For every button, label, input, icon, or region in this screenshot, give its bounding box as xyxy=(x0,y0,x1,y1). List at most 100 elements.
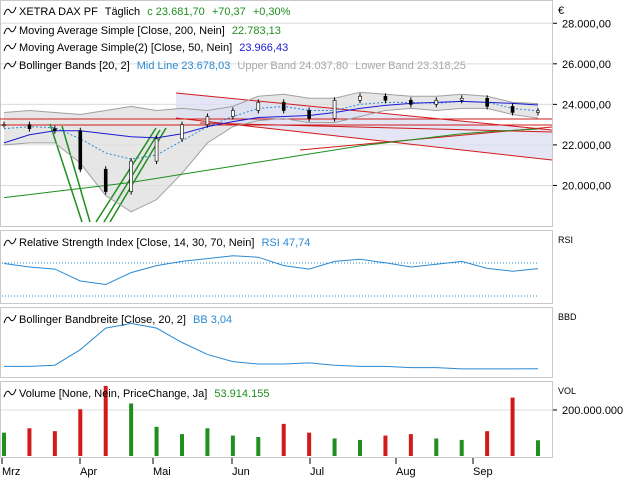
trend-line xyxy=(199,122,553,133)
volume-legend: Volume [None, Nein, PriceChange, Ja] 53.… xyxy=(19,388,269,400)
ma200-line xyxy=(3,128,539,199)
trend-channel xyxy=(176,93,552,160)
volume-bar xyxy=(205,428,210,456)
volume-axis-label: VOL xyxy=(558,386,576,396)
bbw-value: BB 3,04 xyxy=(193,314,232,326)
candle-body xyxy=(180,124,184,140)
volume-bar xyxy=(154,426,159,456)
legend-marker-icon xyxy=(3,42,17,52)
bbw-line xyxy=(4,322,539,370)
volume-bar xyxy=(459,439,464,456)
bbw-label: Bollinger Bandbreite [Close, 20, 2] xyxy=(19,314,186,326)
candle-body xyxy=(2,124,6,126)
fan-line xyxy=(49,123,83,223)
bb-label: Bollinger Bands [20, 2] xyxy=(19,60,130,72)
price-y-axis: 28.000,00 26.000,00 24.000,00 22.000,00 20.0… xyxy=(553,18,611,192)
month-label: Aug xyxy=(396,466,416,478)
bollinger-band-area xyxy=(4,92,538,212)
volume-label: Volume [None, Nein, PriceChange, Ja] xyxy=(19,388,207,400)
legend-marker-icon xyxy=(3,25,17,35)
bbw-axis-label: BBD xyxy=(558,312,577,322)
price-y-tick-label: 24.000,00 xyxy=(562,99,611,111)
x-axis: Mrz Apr Mai Jun Jul Aug Sep xyxy=(1,458,493,478)
candle-body xyxy=(434,100,439,105)
volume-bar xyxy=(52,431,57,456)
candle-body xyxy=(129,160,133,192)
upper-band-line xyxy=(3,91,539,116)
volume-bars xyxy=(2,385,540,456)
volume-bar xyxy=(383,435,388,456)
index-title: XETRA DAX PF xyxy=(19,6,98,18)
volume-bar xyxy=(256,437,261,456)
volume-bar xyxy=(358,439,362,456)
month-label: Mrz xyxy=(2,466,20,478)
candle-body xyxy=(409,100,413,105)
price-pane-frame xyxy=(0,0,553,227)
volume-bar xyxy=(408,434,413,456)
currency-symbol: € xyxy=(558,5,564,17)
change-pct: +0,30% xyxy=(253,6,291,18)
candle-body xyxy=(358,95,362,101)
volume-bar xyxy=(129,403,134,456)
candle-body xyxy=(205,116,210,125)
volume-bar xyxy=(485,431,490,456)
candle-body xyxy=(383,95,388,101)
volume-bar xyxy=(27,428,32,456)
price-pane: 28.000,00 26.000,00 24.000,00 22.000,00 20.0… xyxy=(0,5,611,223)
bb-lower-value: Lower Band 23.318,25 xyxy=(355,60,466,72)
pane-frames xyxy=(0,0,553,458)
rsi-pane-frame xyxy=(0,230,553,304)
volume-bar xyxy=(180,434,184,456)
rsi-axis-label: RSI xyxy=(558,235,573,245)
bbw-legend: Bollinger Bandbreite [Close, 20, 2] BB 3… xyxy=(19,314,232,326)
candle-body xyxy=(281,102,286,111)
legend-marker-icon xyxy=(3,6,17,16)
trend-line xyxy=(175,92,553,131)
price-y-tick-label: 22.000,00 xyxy=(562,140,611,152)
bb-upper-value: Upper Band 24.037,80 xyxy=(237,60,348,72)
period-label: Täglich xyxy=(105,6,140,18)
fan-line xyxy=(61,125,91,223)
rsi-value: RSI 47,74 xyxy=(261,237,310,249)
candle-body xyxy=(485,97,489,107)
volume-pane: Volume [None, Nein, PriceChange, Ja] 53.… xyxy=(1,385,623,456)
last-value: c 23.681,70 xyxy=(147,6,205,18)
volume-bar xyxy=(281,423,286,456)
candle-body xyxy=(231,110,235,117)
volume-bar xyxy=(510,397,515,456)
price-legend: XETRA DAX PF Täglich c 23.681,70 +70,37 … xyxy=(3,6,466,72)
legend-marker-icon xyxy=(3,314,17,324)
bb-mid-value: Mid Line 23.678,03 xyxy=(137,60,231,72)
volume-bar xyxy=(78,409,83,456)
volume-bar xyxy=(103,385,108,456)
price-y-tick-label: 28.000,00 xyxy=(562,18,611,30)
price-legend-line: XETRA DAX PF Täglich c 23.681,70 +70,37 … xyxy=(19,6,291,18)
candle-body xyxy=(459,97,464,101)
volume-bar xyxy=(434,438,439,456)
candle-body xyxy=(510,106,515,113)
rsi-pane: Relative Strength Index [Close, 14, 30, … xyxy=(2,235,573,297)
candle-body xyxy=(27,124,32,129)
candle-body xyxy=(53,128,57,132)
price-y-tick-label: 20.000,00 xyxy=(562,180,611,192)
volume-bar xyxy=(307,432,312,456)
candle-body xyxy=(78,130,83,170)
month-label: Apr xyxy=(80,466,97,478)
volume-bar xyxy=(230,435,235,456)
change-value: +70,37 xyxy=(212,6,246,18)
legend-marker-icon xyxy=(3,388,17,398)
month-label: Jul xyxy=(310,466,324,478)
candle-body xyxy=(332,100,337,119)
ma50-label: Moving Average Simple(2) [Close, 50, Nei… xyxy=(19,42,232,54)
volume-bar xyxy=(536,440,540,456)
rsi-legend: Relative Strength Index [Close, 14, 30, … xyxy=(19,237,310,249)
candle-body xyxy=(154,138,159,162)
ma50-legend: Moving Average Simple(2) [Close, 50, Nei… xyxy=(19,42,288,54)
month-label: Sep xyxy=(473,466,493,478)
ma50-value: 23.966,43 xyxy=(239,42,288,54)
rsi-line xyxy=(3,255,539,286)
ma200-label: Moving Average Simple [Close, 200, Nein] xyxy=(19,25,225,37)
volume-bar xyxy=(2,432,6,456)
candle-body xyxy=(256,102,261,111)
